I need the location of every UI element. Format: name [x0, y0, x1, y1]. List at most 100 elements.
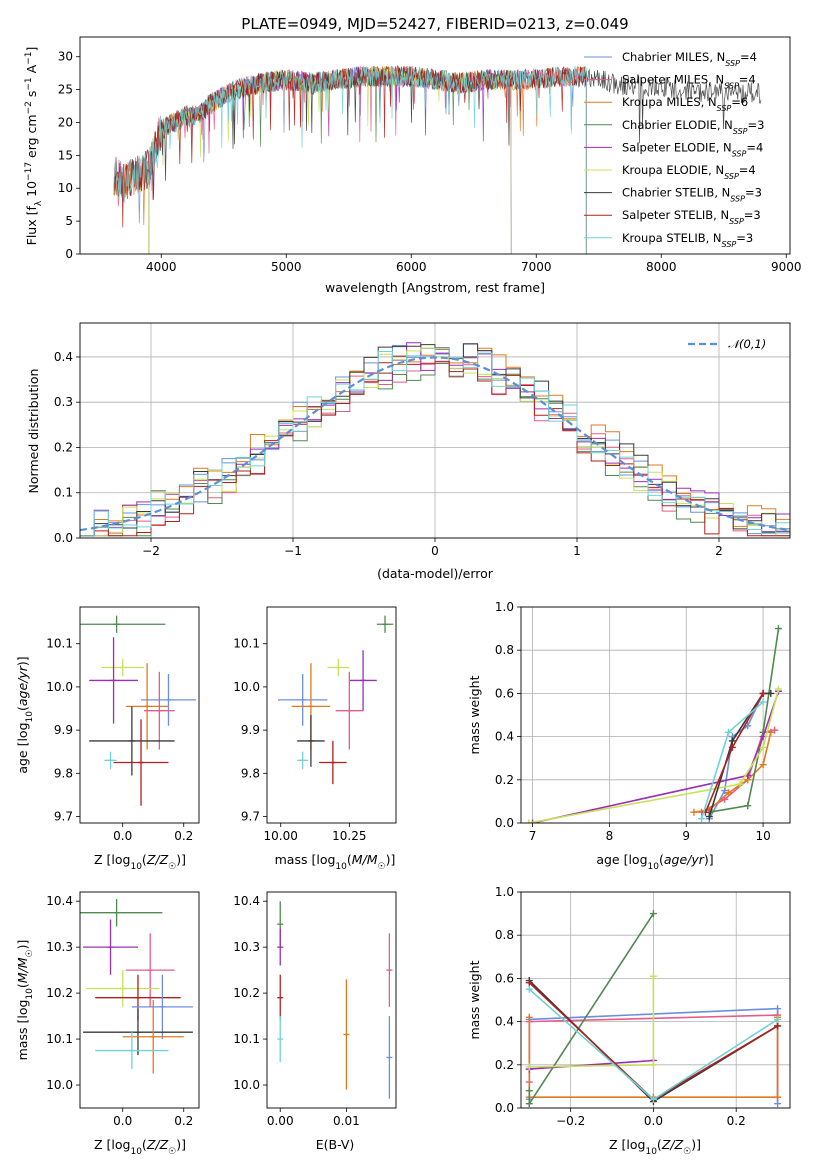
- figure-title: PLATE=0949, MJD=52427, FIBERID=0213, z=0…: [241, 15, 628, 33]
- spectrum-line-8: [113, 65, 587, 254]
- y-tick-label: 9.9: [54, 723, 73, 737]
- y-tick-label: 0.0: [495, 1101, 514, 1115]
- legend-entry: Chabrier STELIB, NSSP=3: [622, 186, 762, 204]
- weight-point: [774, 1005, 782, 1013]
- weight-point: [759, 743, 767, 751]
- axes-frame: [79, 606, 200, 824]
- legend-entry: Kroupa ELODIE, NSSP=4: [622, 163, 756, 181]
- weight-point: [698, 815, 706, 823]
- legend: Chabrier MILES, NSSP=4 Salpeter MILES, NS…: [584, 50, 764, 248]
- spectrum-line-2: [113, 65, 587, 254]
- y-tick-label: 10.0: [233, 1078, 260, 1092]
- y-axis-label: mass [log10(M/M☉)]: [15, 940, 35, 1061]
- y-tick-label: 0.4: [54, 350, 73, 364]
- y-tick-label: 9.7: [241, 810, 260, 824]
- panel-spectrum: 4000 5000 6000 7000 8000 9000 0 5 10 15 20 25 30 wave…: [24, 36, 802, 295]
- y-tick-label: 30: [58, 50, 73, 64]
- weight-point: [774, 1093, 782, 1101]
- y-tick-label: 9.9: [241, 723, 260, 737]
- y-tick-label: 0.4: [495, 1015, 514, 1029]
- y-tick-label: 10.3: [46, 940, 73, 954]
- weight-point: [705, 813, 713, 821]
- y-tick-label: 10.3: [233, 940, 260, 954]
- weight-point: [725, 728, 733, 736]
- panel-weight-vs-age: 7 8 9 10 0.0 0.2 0.4 0.6 0.8 1.0 age [log10(age/yr…: [467, 600, 791, 872]
- legend-entry: Chabrier ELODIE, NSSP=3: [622, 118, 764, 136]
- y-tick-label: 10.2: [233, 986, 260, 1000]
- legend-entry: Salpeter ELODIE, NSSP=4: [622, 140, 763, 158]
- x-tick-label: 2: [715, 544, 723, 558]
- x-tick-label: −1: [284, 544, 302, 558]
- weight-point: [767, 728, 775, 736]
- x-tick-label: 10.25: [332, 829, 366, 843]
- x-tick-label: 5000: [271, 260, 302, 274]
- x-axis-label: Z [log10(Z/Z☉)]: [94, 852, 186, 872]
- y-axis-label: Flux [fλ 10−17 erg cm−2 s−1 A−1]: [24, 47, 44, 246]
- weight-point: [525, 1100, 533, 1108]
- y-tick-label: 10.1: [233, 637, 260, 651]
- y-tick-label: 10.4: [233, 894, 260, 908]
- legend-entry: Salpeter STELIB, NSSP=3: [622, 208, 761, 226]
- y-tick-label: 0.6: [495, 686, 514, 700]
- x-axis-label: Z [log10(Z/Z☉)]: [609, 1137, 701, 1157]
- axes-frame: [266, 891, 397, 1109]
- histogram-series-8: [80, 347, 790, 538]
- weight-point: [649, 1095, 657, 1103]
- y-tick-label: 10.1: [46, 637, 73, 651]
- y-tick-label: 0: [65, 247, 73, 261]
- y-axis-label: mass weight: [467, 960, 482, 1039]
- weight-line-6: [708, 692, 771, 817]
- weight-point: [774, 685, 782, 693]
- y-tick-label: 10.2: [46, 986, 73, 1000]
- weight-point: [759, 689, 767, 697]
- x-axis-label: (data-model)/error: [377, 566, 494, 581]
- y-tick-label: 0.3: [54, 395, 73, 409]
- y-tick-label: 0.2: [54, 440, 73, 454]
- weight-line-3: [528, 913, 655, 1107]
- x-tick-label: 10: [755, 829, 770, 843]
- axes-frame: [79, 891, 200, 1109]
- weight-point: [690, 808, 698, 816]
- y-tick-label: 9.7: [54, 810, 73, 824]
- y-tick-label: 10: [58, 181, 73, 195]
- weight-point: [744, 802, 752, 810]
- x-tick-label: 0.2: [174, 829, 193, 843]
- weight-point: [774, 1015, 782, 1023]
- axes-frame: [266, 606, 397, 824]
- x-tick-label: 1: [573, 544, 581, 558]
- y-axis-label: age [log10(age/yr)]: [15, 656, 35, 773]
- y-tick-label: 0.0: [54, 531, 73, 545]
- y-tick-label: 10.1: [46, 1032, 73, 1046]
- weight-point: [728, 737, 736, 745]
- weight-line-5: [528, 688, 780, 823]
- weight-point: [759, 698, 767, 706]
- legend-entry: 𝒩(0,1): [728, 337, 766, 351]
- weight-point: [525, 979, 533, 987]
- weight-point: [649, 910, 657, 918]
- plot-area-weight-vs-Z: [525, 910, 782, 1108]
- x-axis-label: age [log10(age/yr)]: [596, 852, 713, 872]
- panel-mass-vs-Z: 0.0 0.2 10.0 10.1 10.2 10.3 10.4 Z [log10(Z/Z☉)…: [15, 891, 200, 1157]
- weight-line-4: [532, 690, 780, 823]
- weight-point: [525, 819, 533, 823]
- y-tick-label: 0.6: [495, 971, 514, 985]
- weight-point: [529, 819, 537, 823]
- x-axis-label: mass [log10(M/M☉)]: [275, 852, 396, 872]
- weight-point: [774, 625, 782, 633]
- y-tick-label: 1.0: [495, 600, 514, 614]
- weight-point: [767, 689, 775, 697]
- axes-frame: [79, 322, 791, 539]
- weight-point: [771, 726, 779, 734]
- panel-age-vs-mass: 10.00 10.25 9.7 9.8 9.9 10.0 10.1 mass [log10(M…: [233, 606, 397, 872]
- x-axis-label: Z [log10(Z/Z☉)]: [94, 1137, 186, 1157]
- weight-line-4: [529, 1059, 654, 1070]
- x-axis-label: E(B-V): [316, 1137, 355, 1152]
- legend-entry: Chabrier MILES, NSSP=4: [622, 50, 757, 68]
- axes-frame: [79, 36, 791, 255]
- y-tick-label: 0.8: [495, 643, 514, 657]
- weight-line-3: [709, 628, 780, 813]
- y-tick-label: 10.4: [46, 894, 73, 908]
- spectrum-line-3: [148, 66, 512, 254]
- y-tick-label: 10.0: [46, 1078, 73, 1092]
- x-tick-label: 0.0: [644, 1114, 663, 1128]
